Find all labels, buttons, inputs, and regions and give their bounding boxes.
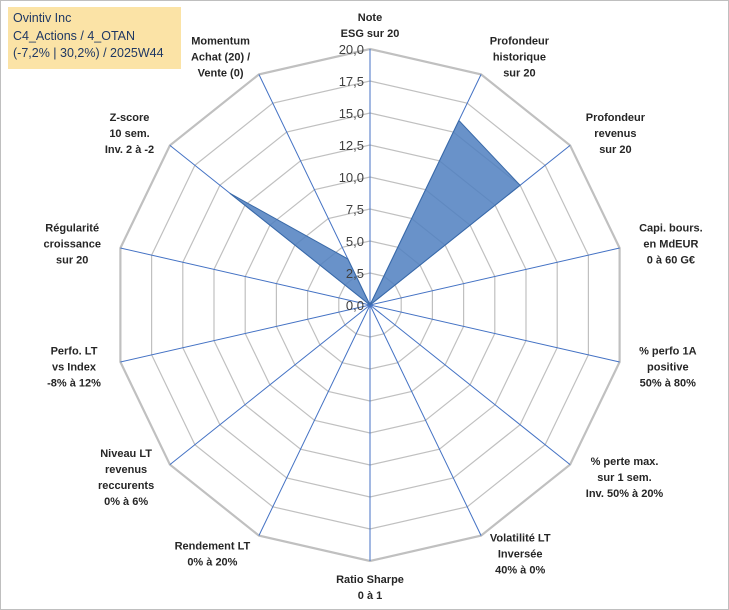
axis-label: 0% à 6% [104, 496, 148, 508]
axis-label: sur 20 [56, 255, 88, 267]
axis-label: historique [493, 51, 546, 63]
axis-label: % perte max. [591, 456, 659, 468]
axis-label: 0 à 1 [358, 590, 382, 602]
axis-label: 10 sem. [109, 128, 149, 140]
spoke-4 [369, 304, 620, 363]
tick-label: 20,0 [339, 42, 364, 57]
axis-label: sur 20 [599, 144, 631, 156]
series-area-0 [229, 119, 521, 307]
axis-label: Perfo. LT [51, 345, 98, 357]
axis-label: sur 1 sem. [597, 472, 651, 484]
axis-label: Inv. 2 à -2 [105, 144, 154, 156]
axis-label: vs Index [52, 361, 97, 373]
axis-label: Profondeur [490, 35, 550, 47]
tick-label: 5,0 [346, 234, 364, 249]
axis-label: Vente (0) [198, 67, 244, 79]
axis-label: Niveau LT [100, 448, 152, 460]
axis-label: Inversée [498, 549, 543, 561]
tick-label: 17,5 [339, 74, 364, 89]
axis-label: ESG sur 20 [341, 28, 400, 40]
axis-label: Rendement LT [175, 541, 251, 553]
spoke-8 [258, 304, 371, 536]
spoke-11 [120, 247, 371, 306]
company-name: Ovintiv Inc [13, 11, 72, 25]
axis-label: Z-score [110, 112, 150, 124]
spoke-3 [369, 247, 620, 306]
axis-label: Régularité [45, 223, 99, 235]
axis-label: Volatilité LT [490, 533, 551, 545]
spoke-5 [369, 304, 571, 465]
tick-label: 0,0 [346, 298, 364, 313]
spoke-9 [169, 304, 371, 465]
tick-label: 12,5 [339, 138, 364, 153]
portfolio-label: C4_Actions / 4_OTAN [13, 28, 136, 43]
tick-label: 7,5 [346, 202, 364, 217]
performance-summary: (-7,2% | 30,2%) / 2025W44 [13, 46, 164, 60]
axis-label: positive [647, 361, 689, 373]
axis-label: 50% à 80% [640, 377, 696, 389]
axis-label: -8% à 12% [47, 377, 101, 389]
axis-label: Profondeur [586, 112, 646, 124]
axis-label: 40% à 0% [495, 565, 545, 577]
axis-label: en MdEUR [643, 239, 698, 251]
axis-label: Capi. bours. [639, 223, 703, 235]
axis-label: 0% à 20% [187, 557, 237, 569]
axis-label: revenus [105, 464, 147, 476]
axis-label: Ratio Sharpe [336, 574, 404, 586]
spoke-6 [369, 304, 482, 536]
axis-label: Momentum [191, 35, 250, 47]
axis-label: Achat (20) / [191, 51, 250, 63]
axis-label: sur 20 [503, 67, 535, 79]
axis-label: reccurents [98, 480, 154, 492]
chart-title-box: Ovintiv Inc C4_Actions / 4_OTAN (-7,2% |… [8, 7, 181, 69]
axis-label: Note [358, 12, 382, 24]
axis-label: revenus [594, 128, 636, 140]
tick-label: 15,0 [339, 106, 364, 121]
axis-label: croissance [43, 239, 100, 251]
axis-label: 0 à 60 G€ [647, 255, 695, 267]
tick-label: 10,0 [339, 170, 364, 185]
tick-label: 2,5 [346, 266, 364, 281]
axis-label: Inv. 50% à 20% [586, 488, 664, 500]
spoke-10 [120, 304, 371, 363]
axis-label: % perfo 1A [639, 345, 697, 357]
